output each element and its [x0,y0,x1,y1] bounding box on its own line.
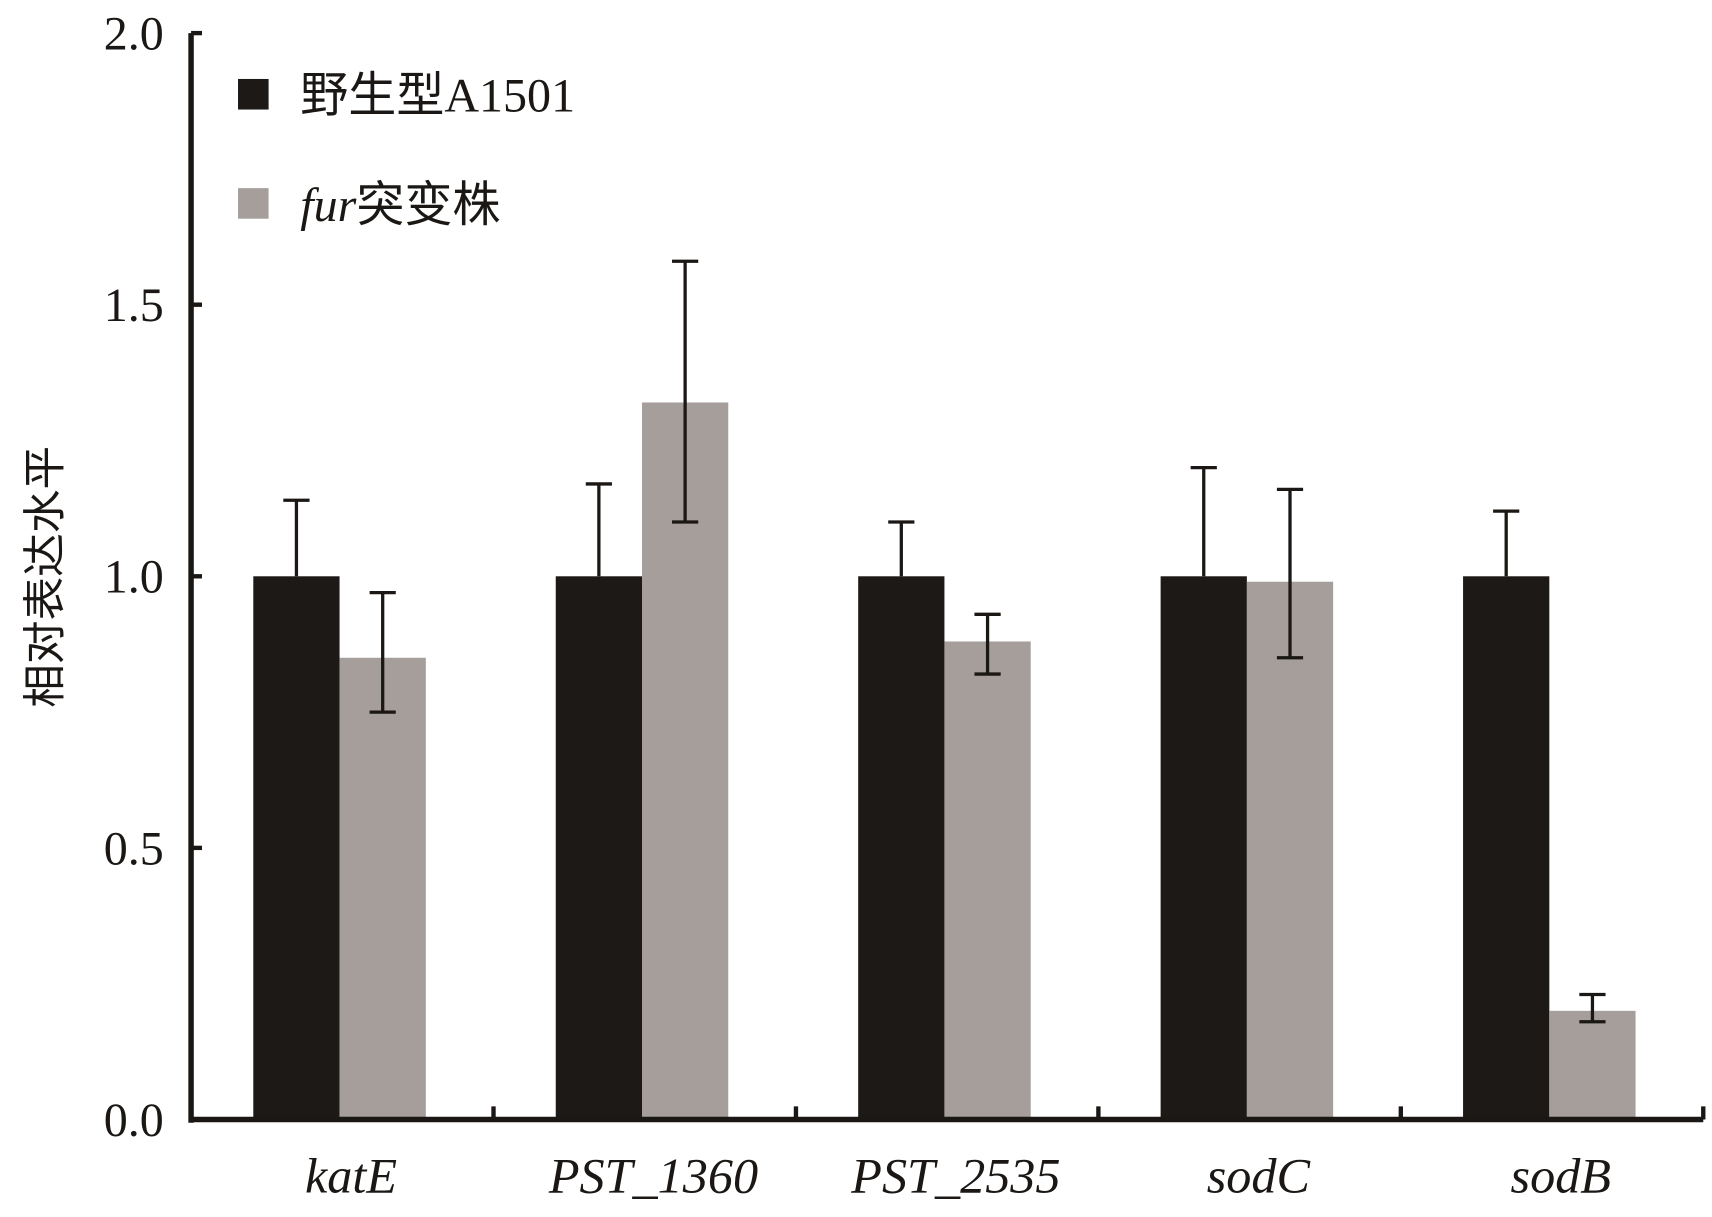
bar-katE-series-1 [339,657,426,1120]
x-tick-label-katE: katE [305,1148,397,1204]
bar-PST_1360-series-0 [555,576,642,1120]
y-tick-label: 0.5 [104,822,164,875]
legend: 野生型A1501 fur突变株 [238,70,575,232]
legend-label-wildtype: 野生型A1501 [300,70,575,123]
y-tick-label: 0.0 [104,1094,164,1147]
y-tick-label: 1.0 [104,551,164,604]
y-tick-label: 2.0 [104,7,164,60]
y-axis-label: 相对表达水平 [20,446,71,708]
bar-PST_2535-series-1 [944,641,1031,1120]
bar-katE-series-0 [253,576,340,1120]
legend-swatch-fur-mutant [238,188,269,219]
axes: katE PST_1360 PST_2535 sodC sodB 0.0 0.5 1.0 1.5… [104,7,1706,1204]
x-tick-label-sodB: sodB [1511,1148,1611,1204]
bars [253,259,1636,1120]
bar-PST_2535-series-0 [858,576,945,1120]
bar-sodB-series-0 [1463,576,1550,1120]
bar-sodB-series-1 [1549,1010,1636,1120]
bar-sodC-series-0 [1160,576,1247,1120]
x-tick-label-PST_1360: PST_1360 [548,1148,758,1204]
x-tick-label-sodC: sodC [1207,1148,1311,1204]
y-tick-label: 1.5 [104,279,164,332]
bar-sodC-series-1 [1246,581,1334,1120]
legend-swatch-wildtype [238,78,269,110]
legend-label-fur-mutant: fur突变株 [300,179,500,232]
x-tick-label-PST_2535: PST_2535 [850,1148,1060,1204]
